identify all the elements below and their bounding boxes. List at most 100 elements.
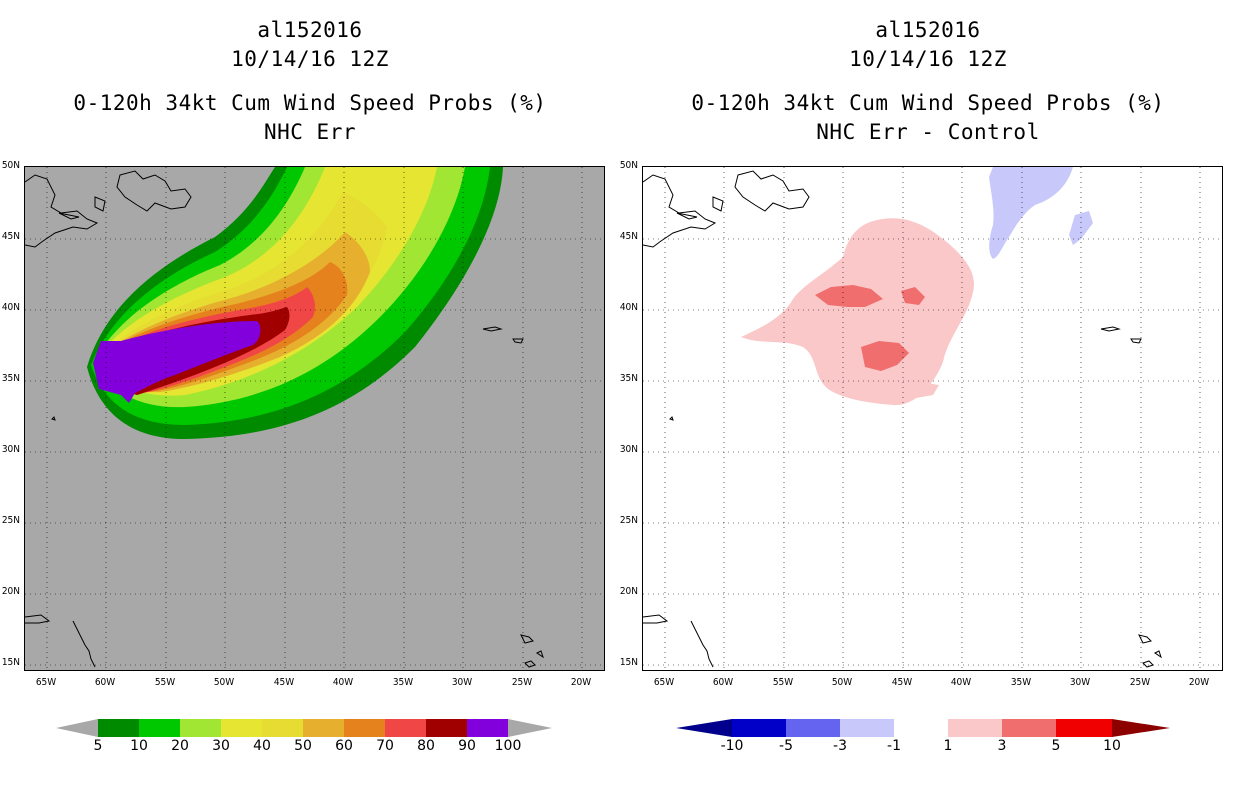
left-colorbar-swatch [139,719,180,737]
left-lon-label: 45W [273,677,295,688]
coast-pei [676,212,698,220]
left-lat-label: 15N [1,657,20,668]
right-colorbar-label: 1 [943,738,953,754]
left-lon-label: 55W [154,677,176,688]
left-lat-label: 45N [1,231,20,242]
right-lon-label: 30W [1069,677,1091,688]
right-lon-label: 65W [653,677,675,688]
right-colorbar-swatch [840,719,894,737]
right-map-canvas [643,167,1222,670]
coast-nova-scotia [25,174,99,248]
left-colorbar-swatch [303,719,344,737]
right-lon-label: 60W [712,677,734,688]
left-lat-label: 20N [1,586,20,597]
right-lon-label: 50W [831,677,853,688]
left-lon-label: 30W [451,677,473,688]
right-title-experiment: NHC Err - Control [816,120,1040,144]
left-colorbar-label: 50 [294,738,312,754]
right-lon-label: 55W [772,677,794,688]
right-title-storm-id: al152016 [875,18,981,42]
right-lon-label: 45W [891,677,913,688]
left-lat-label: 35N [1,373,20,384]
coast-azores-1 [1100,326,1121,332]
left-colorbar-label: 60 [335,738,353,754]
coast-nova-scotia [643,174,717,248]
right-lat-label: 20N [619,586,638,597]
right-colorbar-swatch [1002,719,1056,737]
coast-azores-2 [1130,338,1142,344]
left-lat-label: 40N [1,302,20,313]
left-probability-map [24,166,605,671]
diff-negative-light [989,167,1073,259]
right-difference-map [642,166,1223,671]
right-colorbar-label: -10 [720,738,744,754]
right-colorbar-over [1112,719,1170,737]
left-lon-label: 20W [570,677,592,688]
left-colorbar-label: 80 [417,738,435,754]
right-lon-label: 25W [1129,677,1151,688]
coast-bermuda [669,416,674,421]
right-lat-label: 50N [619,160,638,171]
left-colorbar-swatch [385,719,426,737]
coast-cape-verde [520,634,544,668]
right-lat-label: 25N [619,515,638,526]
left-map-canvas [25,167,604,670]
left-lat-label: 50N [1,160,20,171]
right-lat-label: 40N [619,302,638,313]
coast-azores-2 [512,338,524,344]
right-colorbar-label: 3 [997,738,1007,754]
right-colorbar-label: -3 [833,738,847,754]
left-colorbar-swatch [467,719,508,737]
left-colorbar-label: 100 [494,738,522,754]
left-colorbar-swatch [426,719,467,737]
left-colorbar-swatch [180,719,221,737]
coast-cape-breton [712,196,724,212]
right-lat-label: 15N [619,657,638,668]
left-colorbar-swatch [221,719,262,737]
right-lon-label: 20W [1188,677,1210,688]
right-lat-label: 30N [619,444,638,455]
right-colorbar-swatch [1056,719,1112,737]
right-colorbar-label: -1 [887,738,901,754]
coast-antilles [690,620,714,668]
left-colorbar-label: 40 [253,738,271,754]
right-colorbar-swatch [948,719,1002,737]
right-colorbar-swatch [732,719,786,737]
contour-90 [93,321,261,403]
left-title-storm-id: al152016 [257,18,363,42]
left-colorbar [56,719,552,737]
left-colorbar-label: 20 [171,738,189,754]
right-colorbar-under [676,719,732,737]
left-colorbar-label: 5 [93,738,103,754]
diff-positive-medium-3 [901,287,925,305]
left-colorbar-swatch [98,719,139,737]
coast-puerto-rico [643,614,669,624]
diff-positive-light-2 [891,381,939,399]
right-colorbar [676,719,1170,737]
coast-pei [58,212,80,220]
diff-positive-medium-2 [861,341,909,371]
left-colorbar-under [56,719,98,737]
right-title-product: 0-120h 34kt Cum Wind Speed Probs (%) [691,91,1165,115]
left-lat-label: 25N [1,515,20,526]
coast-azores-1 [482,326,503,332]
left-colorbar-label: 30 [212,738,230,754]
coast-antilles [72,620,96,668]
left-colorbar-swatch [344,719,385,737]
right-title-date: 10/14/16 12Z [849,47,1007,71]
left-lat-label: 30N [1,444,20,455]
left-title-product: 0-120h 34kt Cum Wind Speed Probs (%) [73,91,547,115]
left-colorbar-label: 10 [130,738,148,754]
left-lon-label: 65W [35,677,57,688]
left-lon-label: 35W [392,677,414,688]
coast-puerto-rico [25,614,51,624]
coast-cape-breton [94,196,106,212]
right-lon-label: 35W [1010,677,1032,688]
left-lon-label: 25W [511,677,533,688]
diff-positive-medium-1 [815,285,883,307]
right-lon-label: 40W [950,677,972,688]
right-colorbar-swatch [894,719,948,737]
coast-bermuda [51,416,56,421]
right-colorbar-label: -5 [779,738,793,754]
coast-newfoundland [734,170,810,212]
